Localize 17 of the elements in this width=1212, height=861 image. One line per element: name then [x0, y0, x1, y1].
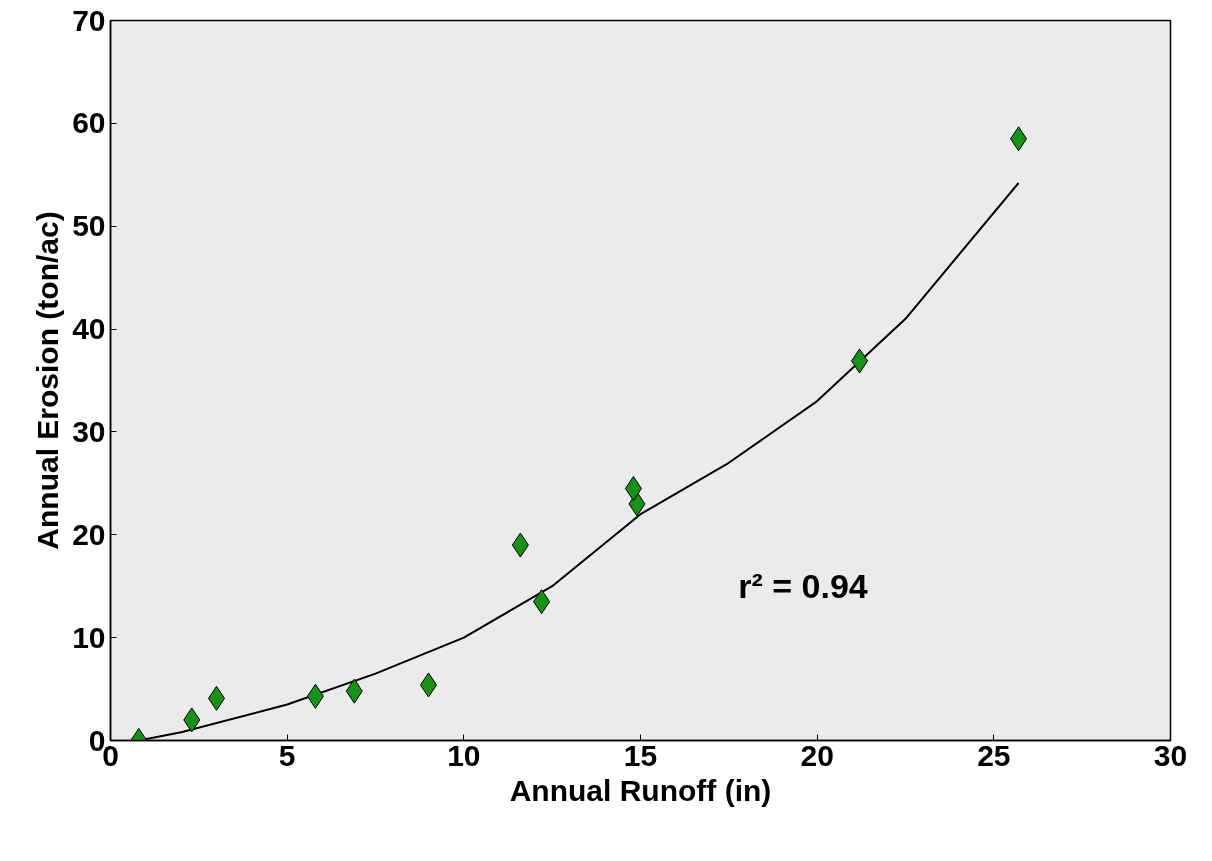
y-tick-label: 10 [72, 620, 106, 654]
x-tick-label: 20 [800, 738, 834, 772]
x-tick-label: 15 [623, 738, 658, 772]
x-axis-title: Annual Runoff (in) [509, 773, 772, 807]
x-tick-label: 10 [447, 738, 481, 772]
y-tick-label: 70 [72, 3, 106, 37]
y-axis-title: Annual Erosion (ton/ac) [31, 211, 65, 550]
y-tick-label: 30 [72, 414, 106, 448]
x-tick-label: 25 [977, 738, 1011, 772]
annotation: r² = 0.94 [738, 567, 868, 606]
y-tick-label: 50 [72, 209, 106, 243]
point [624, 476, 642, 501]
y-tick-label: 60 [72, 106, 106, 140]
y-tick-label: 20 [72, 517, 106, 551]
y-tick-label: 40 [72, 312, 106, 346]
x-tick-label: 30 [1153, 738, 1188, 772]
x-tick-label: 5 [278, 738, 296, 772]
